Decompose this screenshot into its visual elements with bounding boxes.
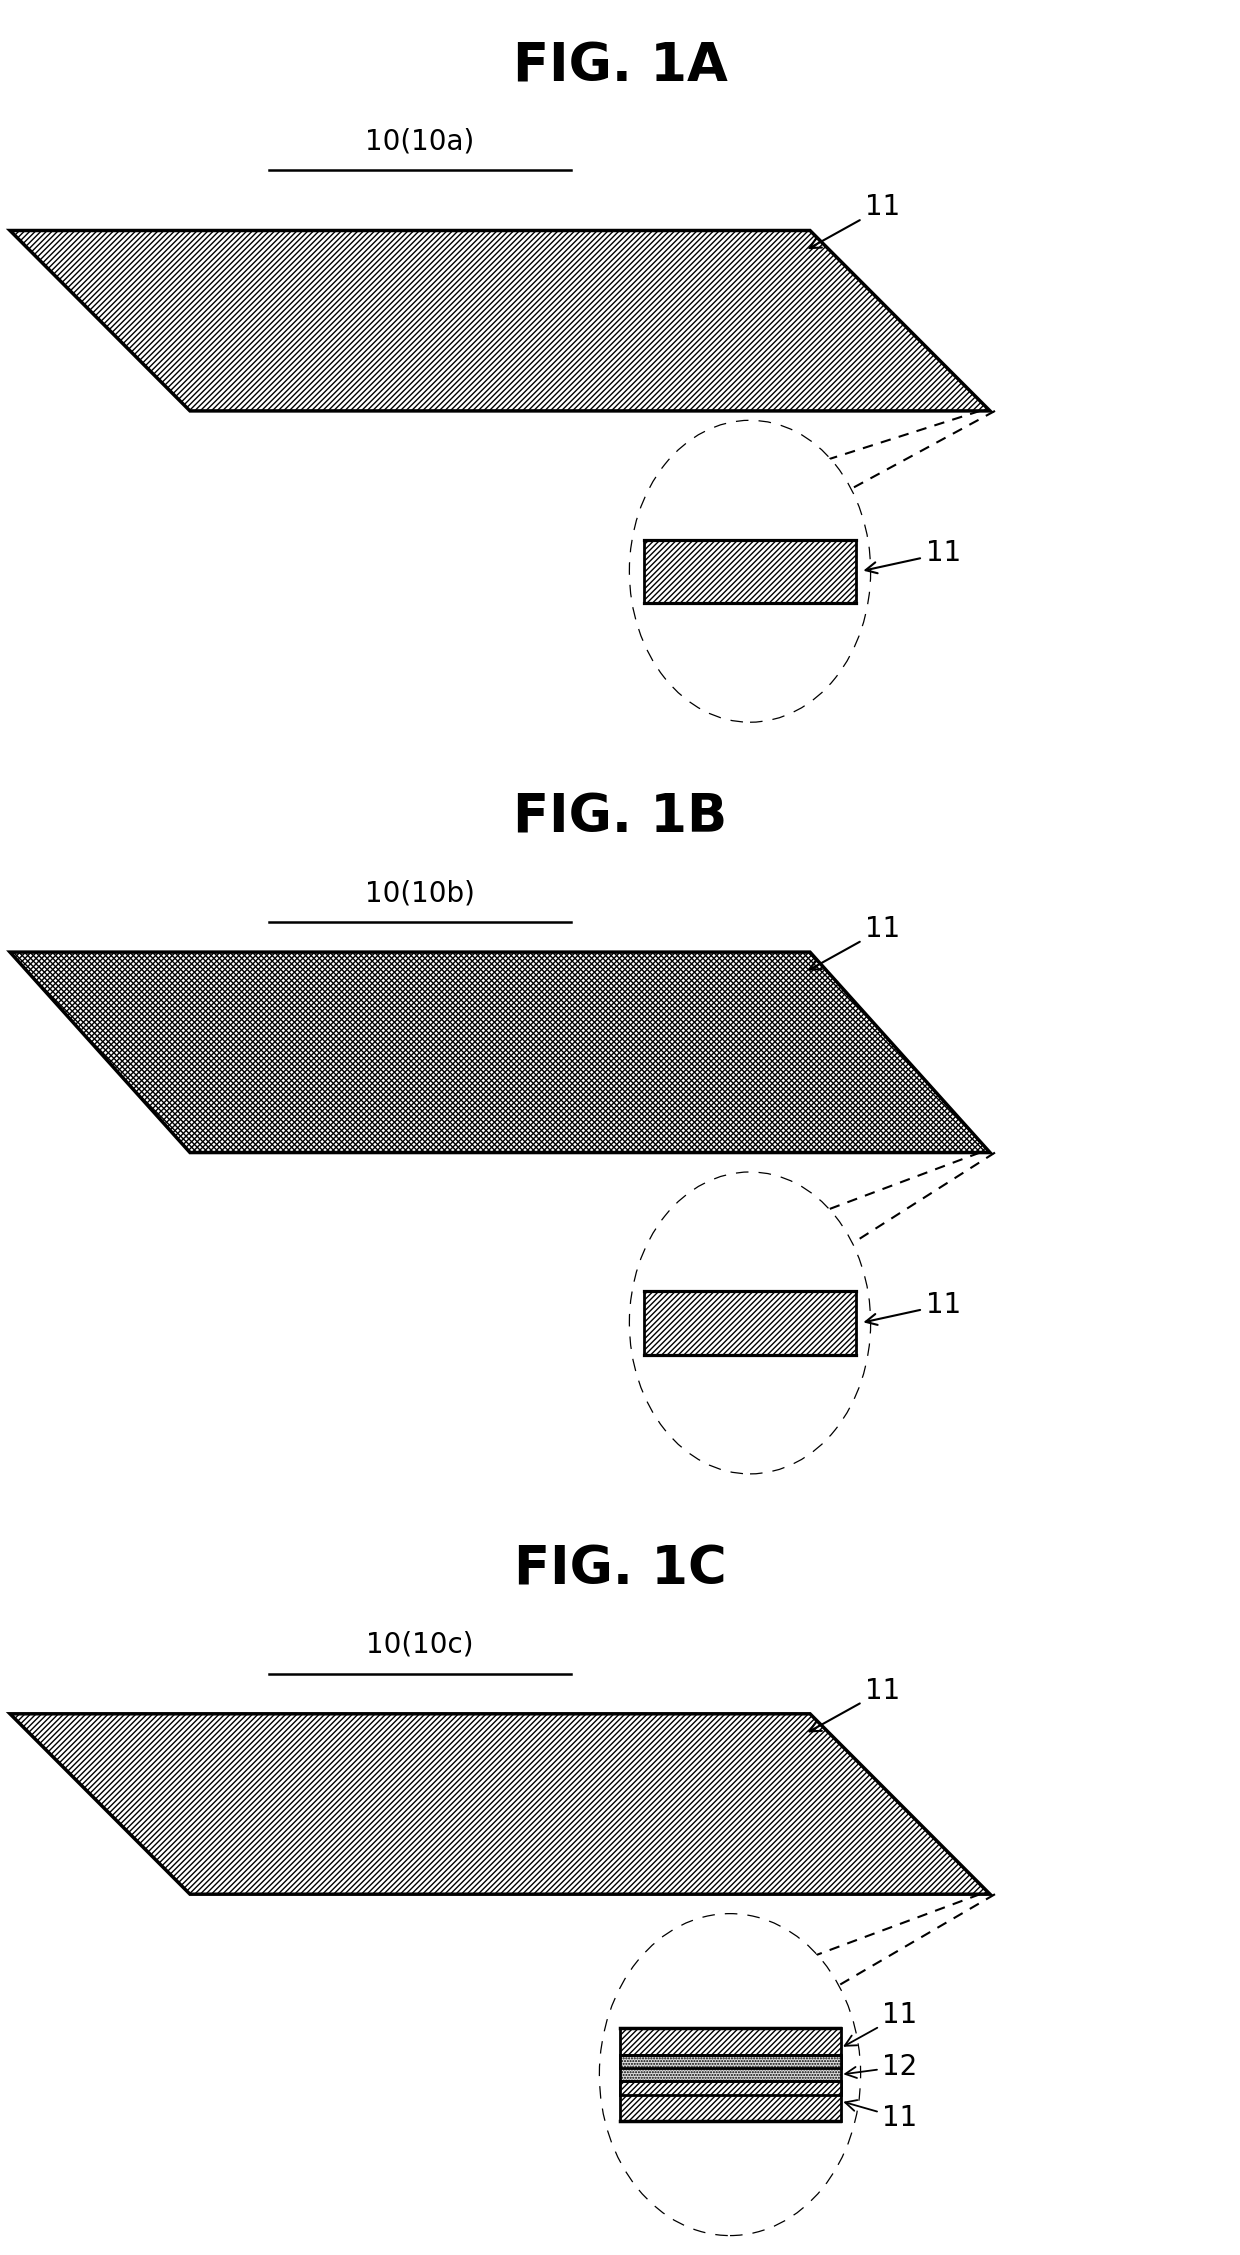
Bar (620, 2027, 841, 2068)
Ellipse shape (630, 422, 870, 722)
Ellipse shape (630, 1173, 870, 1473)
Text: 11: 11 (810, 916, 900, 970)
Bar (645, 1292, 856, 1355)
Text: 10(10b): 10(10b) (365, 879, 475, 907)
Polygon shape (10, 230, 990, 410)
Text: FIG. 1C: FIG. 1C (513, 1542, 727, 1597)
Text: 12: 12 (846, 2052, 918, 2081)
Text: 10(10c): 10(10c) (366, 1630, 474, 1660)
Text: 11: 11 (866, 1290, 961, 1326)
Polygon shape (10, 952, 990, 1152)
Text: FIG. 1A: FIG. 1A (512, 41, 728, 92)
Text: 11: 11 (844, 2000, 918, 2045)
Bar (645, 539, 856, 602)
Bar (620, 2081, 841, 2122)
Ellipse shape (600, 1914, 861, 2235)
Text: 10(10a): 10(10a) (366, 126, 475, 156)
Text: 11: 11 (810, 194, 900, 248)
Text: 11: 11 (810, 1678, 900, 1732)
Polygon shape (10, 1714, 990, 1894)
Text: 11: 11 (846, 2099, 918, 2133)
Text: FIG. 1B: FIG. 1B (513, 792, 727, 843)
Text: 11: 11 (866, 539, 961, 573)
Bar (620, 2054, 841, 2095)
